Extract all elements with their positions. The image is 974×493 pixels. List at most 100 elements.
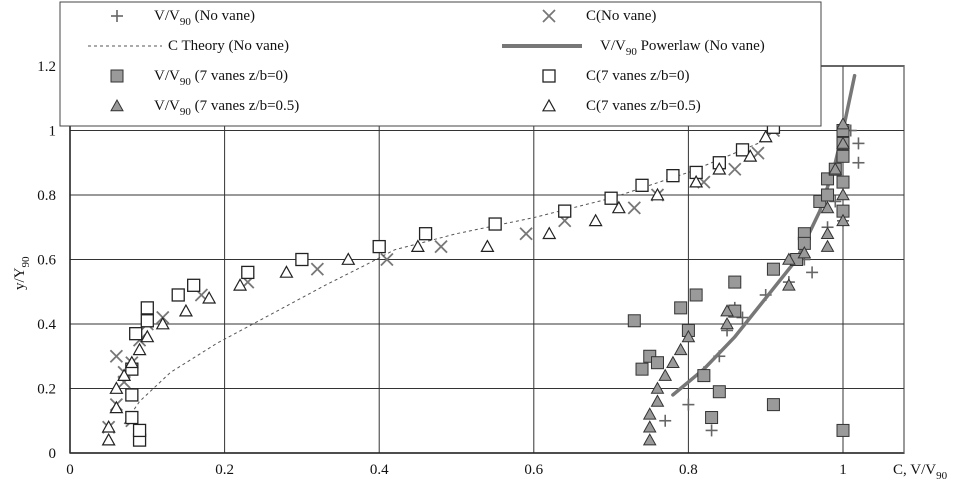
data-point xyxy=(410,239,425,252)
data-point xyxy=(728,275,742,289)
data-point xyxy=(140,314,154,328)
data-point xyxy=(125,410,139,425)
legend-label-main: C(7 vanes z/b=0) xyxy=(586,68,689,84)
data-point xyxy=(178,303,193,317)
data-point xyxy=(820,226,835,239)
legend-marker xyxy=(541,98,557,112)
legend-label-main: C(No vane) xyxy=(586,8,656,24)
data-point xyxy=(666,355,680,368)
data-point xyxy=(434,239,448,254)
data-point xyxy=(488,217,502,231)
data-point xyxy=(828,162,843,175)
legend-label-suffix: Powerlaw (No vane) xyxy=(637,38,765,54)
data-point xyxy=(642,407,657,420)
data-point xyxy=(650,381,665,394)
data-point xyxy=(836,175,850,189)
data-point xyxy=(372,239,386,254)
legend-entry: C(7 vanes z/b=0.5) xyxy=(541,98,701,114)
data-point xyxy=(720,304,734,317)
legend-marker xyxy=(110,98,124,112)
data-point xyxy=(341,252,356,265)
data-point xyxy=(140,329,155,343)
data-point xyxy=(588,213,603,227)
data-point xyxy=(132,342,147,356)
axes: 0 0.2 0.4 0.6 0.8 100.20.40.60.811.2C, V/V90y… xyxy=(12,59,948,482)
data-point xyxy=(155,316,170,330)
data-point xyxy=(109,381,124,394)
data-point xyxy=(836,213,850,227)
data-point xyxy=(635,178,649,192)
y-tick-label: 0.6 xyxy=(37,253,56,269)
legend-box xyxy=(59,1,822,127)
legend-entry: C(No vane) xyxy=(542,8,656,24)
data-point xyxy=(782,252,796,265)
legend-label-sub: 90 xyxy=(180,16,192,28)
data-point xyxy=(650,394,665,407)
y-tick-label: 1 xyxy=(49,124,57,140)
data-point xyxy=(101,432,116,446)
data-point xyxy=(117,368,132,381)
x-axis-title-main: C, V/V xyxy=(893,462,936,478)
data-point xyxy=(820,239,835,252)
data-point xyxy=(689,288,703,302)
y-axis-title-sub: 90 xyxy=(20,256,32,268)
data-point xyxy=(852,137,865,150)
legend-marker xyxy=(111,10,123,22)
legend: V/V90 (No vane) C(No vane)C Theory (No va… xyxy=(59,1,822,127)
data-point xyxy=(132,423,147,438)
data-point xyxy=(650,356,664,370)
data-point xyxy=(743,149,758,162)
y-tick-label: 1.2 xyxy=(37,59,56,75)
data-point xyxy=(233,278,248,291)
legend-label-main: V/V xyxy=(600,38,626,54)
data-point xyxy=(782,278,796,291)
legend-label-suffix: (No vane) xyxy=(191,8,255,24)
data-point xyxy=(519,227,533,241)
data-point xyxy=(611,200,626,214)
data-point xyxy=(642,433,657,446)
data-point xyxy=(480,239,495,252)
y-tick-label: 0.4 xyxy=(37,317,56,333)
data-point xyxy=(558,204,572,218)
legend-label-main: V/V xyxy=(154,98,180,114)
x-axis-title-sub: 90 xyxy=(936,470,948,482)
legend-marker xyxy=(542,69,556,83)
x-tick-label: 1 xyxy=(839,462,847,478)
data-point xyxy=(295,252,309,267)
data-point xyxy=(820,200,835,214)
legend-label-suffix: (7 vanes z/b=0) xyxy=(191,68,288,84)
legend-label: V/V90 Powerlaw (No vane) xyxy=(600,38,765,58)
data-point xyxy=(689,174,704,188)
data-point xyxy=(681,329,696,343)
data-point xyxy=(682,398,695,411)
data-point xyxy=(124,355,139,369)
data-point xyxy=(852,156,865,169)
y-axis-title: y/Y90 xyxy=(12,256,32,290)
legend-label: C(7 vanes z/b=0.5) xyxy=(586,98,701,114)
data-point xyxy=(728,162,742,176)
data-point xyxy=(836,149,850,163)
plot-series xyxy=(101,73,865,447)
data-point xyxy=(109,349,124,363)
data-point xyxy=(712,161,727,175)
data-point xyxy=(712,385,726,399)
x-tick-label: 0.8 xyxy=(679,462,698,478)
data-point xyxy=(542,226,557,240)
data-point xyxy=(187,278,201,292)
legend-label-suffix: (7 vanes z/b=0.5) xyxy=(191,98,299,114)
data-point xyxy=(735,143,750,157)
data-point xyxy=(310,262,324,276)
data-point xyxy=(673,342,688,356)
data-point xyxy=(836,187,850,201)
legend-entry: V/V90 (No vane) xyxy=(111,8,255,28)
data-point xyxy=(129,327,143,341)
legend-entry: V/V90 (7 vanes z/b=0.5) xyxy=(110,98,299,118)
legend-label: V/V90 (7 vanes z/b=0) xyxy=(154,68,288,88)
data-point xyxy=(821,172,835,186)
legend-label-main: V/V xyxy=(154,68,180,84)
series-7 xyxy=(101,129,773,446)
data-point xyxy=(125,388,139,402)
data-point xyxy=(758,129,773,143)
data-point xyxy=(836,423,850,437)
